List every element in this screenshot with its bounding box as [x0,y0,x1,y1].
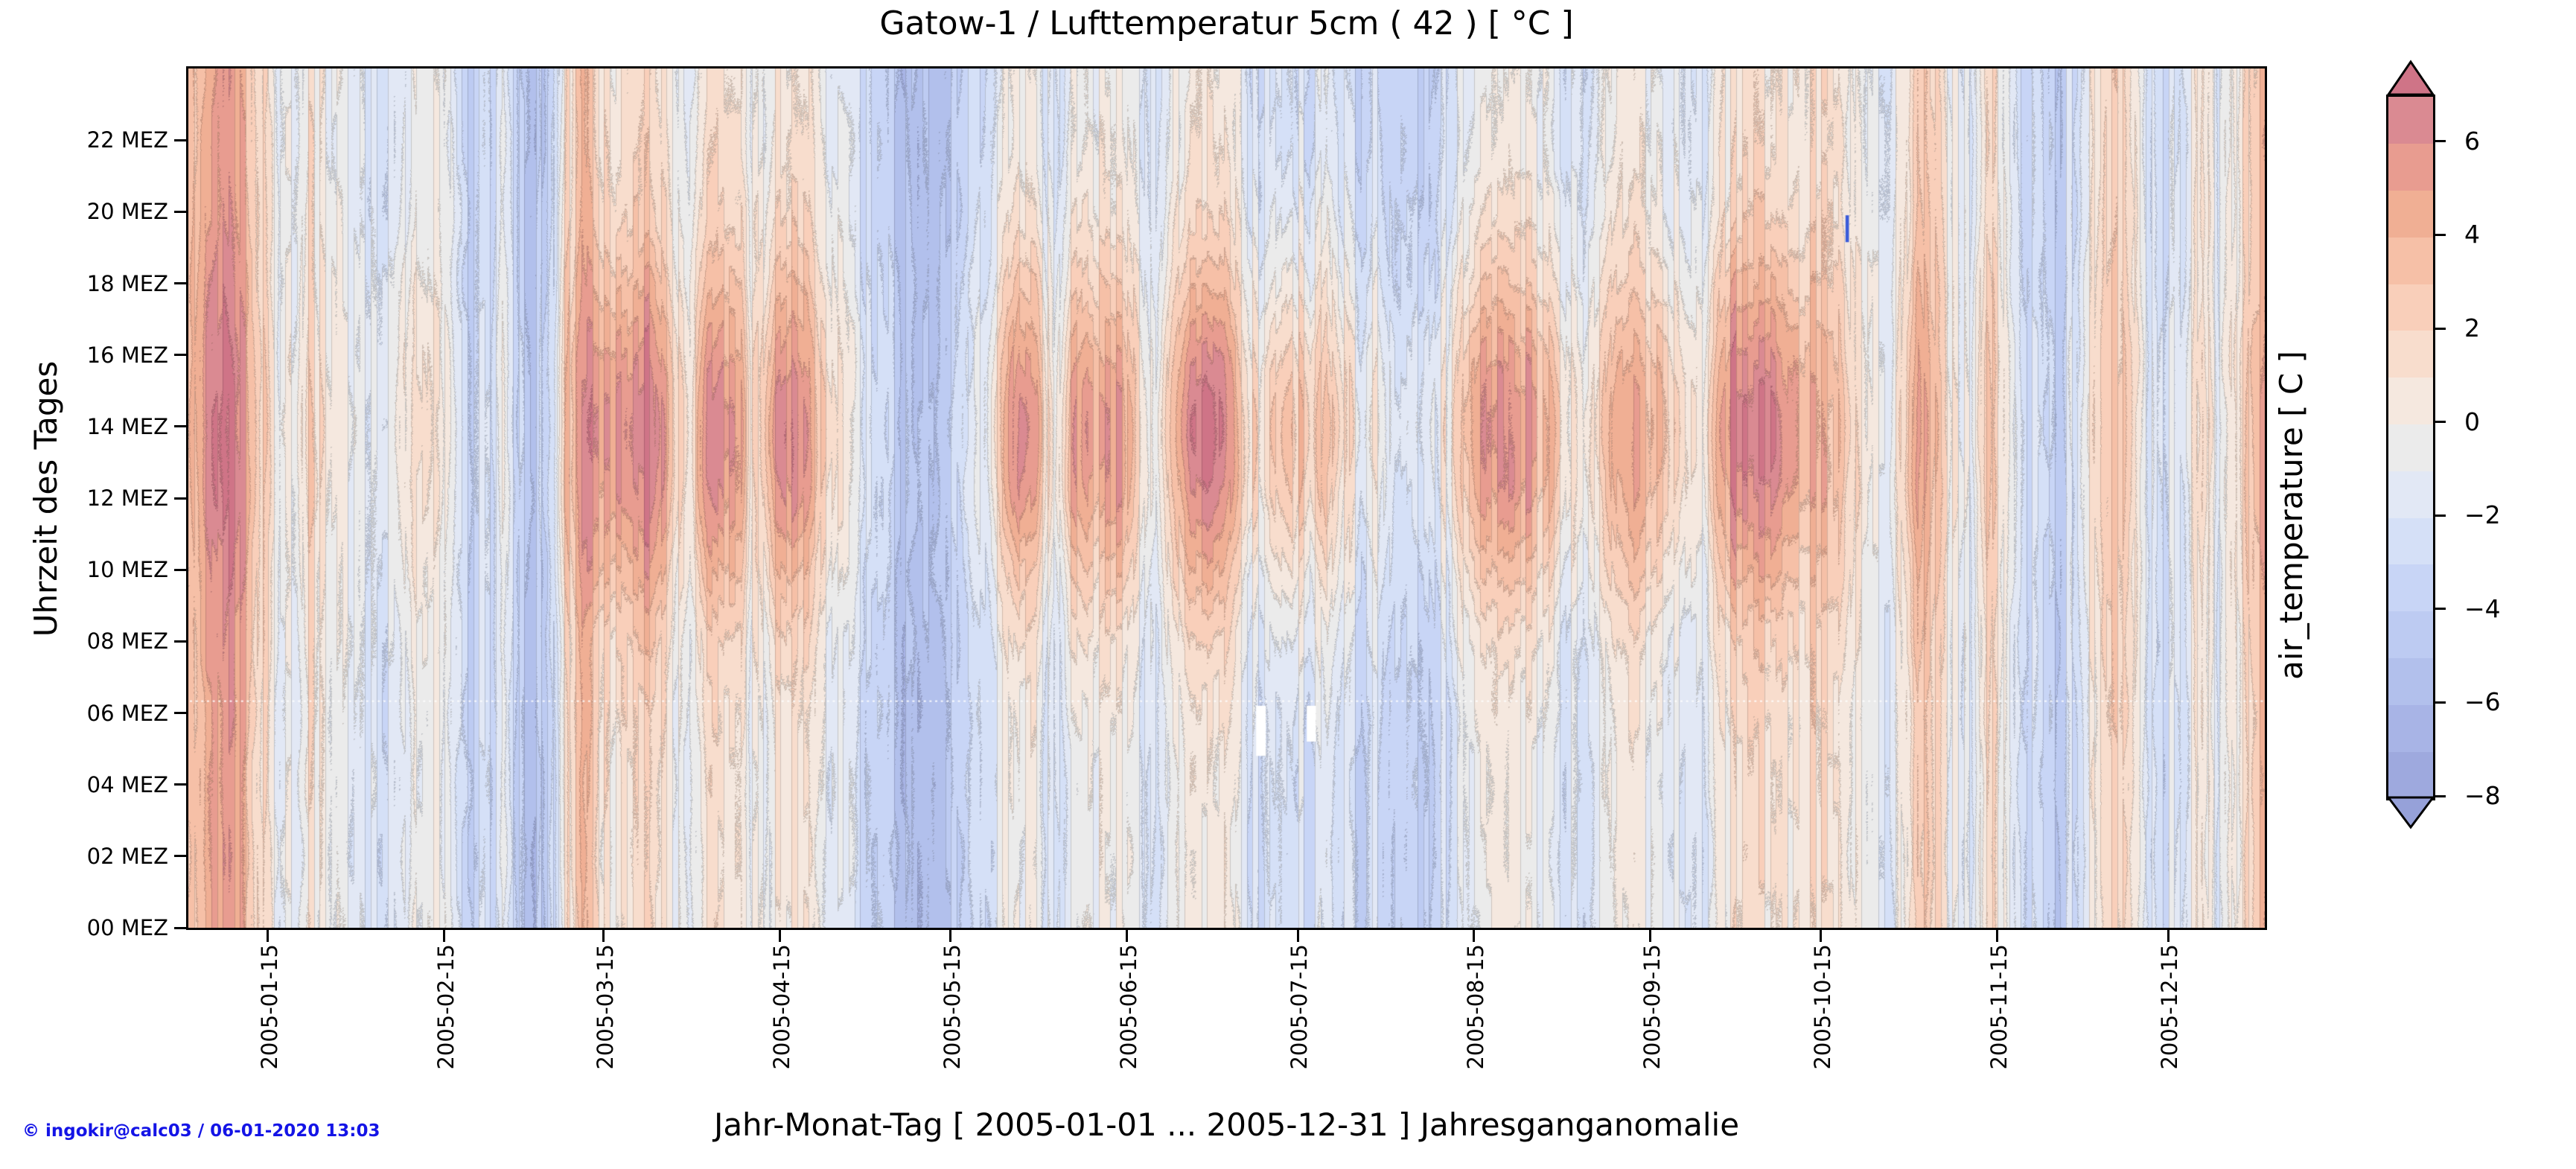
colorbar-tick-mark [2433,140,2446,143]
colorbar-label: air_temperature [ C ] [2273,351,2309,680]
y-tick-label: 16 MEZ [86,342,168,368]
colorbar-tick-label: −8 [2464,781,2501,810]
y-tick-label: 08 MEZ [86,628,168,654]
x-tick-mark [1296,930,1299,942]
colorbar-tick-mark [2433,327,2446,330]
y-tick-mark [174,568,186,571]
colorbar-segment [2388,97,2433,144]
y-tick-mark [174,210,186,213]
colorbar-over-arrow [2386,60,2435,96]
copyright-stamp: © ingokir@calc03 / 06-01-2020 13:03 [22,1121,380,1141]
y-tick-mark [174,282,186,284]
y-tick-label: 12 MEZ [86,485,168,511]
colorbar-segment [2388,657,2433,705]
colorbar-tick-label: −4 [2464,593,2501,623]
x-tick-label: 2005-03-15 [592,944,618,1070]
colorbar-segment [2388,611,2433,659]
plot-area-frame [186,66,2267,930]
y-tick-mark [174,425,186,428]
x-tick-mark [602,930,605,942]
x-tick-mark [779,930,782,942]
x-tick-label: 2005-01-15 [256,944,282,1070]
colorbar-tick-mark [2433,608,2446,611]
colorbar-segment [2388,143,2433,191]
colorbar-tick-mark [2433,233,2446,236]
colorbar-segment [2388,237,2433,284]
x-axis-label: Jahr-Monat-Tag [ 2005-01-01 ... 2005-12-… [713,1106,1740,1143]
x-tick-label: 2005-12-15 [2157,944,2183,1070]
x-tick-label: 2005-11-15 [1986,944,2012,1070]
x-tick-mark [1996,930,1999,942]
colorbar-tick-mark [2433,421,2446,424]
colorbar-segment [2388,424,2433,471]
colorbar-tick-label: 2 [2464,313,2480,343]
colorbar-segment [2388,751,2433,799]
x-tick-label: 2005-07-15 [1287,944,1312,1070]
x-tick-mark [1473,930,1476,942]
x-tick-label: 2005-09-15 [1639,944,1665,1070]
x-tick-label: 2005-06-15 [1115,944,1141,1070]
colorbar-tick-label: 6 [2464,126,2480,156]
colorbar-tick-mark [2433,794,2446,797]
y-tick-mark [174,640,186,643]
x-tick-label: 2005-05-15 [939,944,965,1070]
y-tick-label: 14 MEZ [86,413,168,439]
x-tick-mark [1820,930,1823,942]
y-tick-label: 20 MEZ [86,199,168,225]
x-tick-mark [1649,930,1652,942]
heatmap-canvas [188,69,2265,928]
colorbar-bar [2386,95,2435,800]
x-tick-mark [267,930,270,942]
colorbar-segment [2388,331,2433,378]
y-tick-label: 10 MEZ [86,557,168,583]
x-tick-mark [1126,930,1129,942]
y-tick-mark [174,497,186,500]
y-tick-label: 22 MEZ [86,127,168,153]
y-tick-label: 00 MEZ [86,915,168,940]
colorbar-tick-mark [2433,514,2446,517]
y-tick-mark [174,712,186,714]
x-tick-label: 2005-02-15 [433,944,459,1070]
colorbar-under-arrow [2386,796,2435,829]
x-tick-mark [443,930,446,942]
y-tick-mark [174,138,186,141]
y-tick-label: 04 MEZ [86,771,168,797]
y-tick-label: 06 MEZ [86,700,168,726]
colorbar-tick-label: 4 [2464,220,2480,249]
chart-title: Gatow-1 / Lufttemperatur 5cm ( 42 ) [ °C… [879,4,1574,42]
x-tick-label: 2005-10-15 [1809,944,1835,1070]
y-tick-label: 02 MEZ [86,843,168,869]
colorbar-segment [2388,471,2433,518]
colorbar-segment [2388,704,2433,752]
colorbar-segment [2388,284,2433,331]
colorbar-segment [2388,377,2433,425]
y-tick-label: 18 MEZ [86,270,168,296]
colorbar-tick-label: 0 [2464,407,2480,436]
colorbar-segment [2388,564,2433,612]
y-tick-mark [174,855,186,858]
x-tick-mark [2167,930,2169,942]
colorbar-tick-label: −2 [2464,500,2501,530]
x-tick-label: 2005-08-15 [1462,944,1488,1070]
colorbar-tick-mark [2433,701,2446,704]
colorbar-segment [2388,517,2433,565]
y-tick-mark [174,354,186,357]
x-tick-mark [949,930,952,942]
colorbar-tick-label: −6 [2464,687,2501,717]
y-tick-mark [174,783,186,786]
x-tick-label: 2005-04-15 [768,944,794,1070]
colorbar-segment [2388,190,2433,238]
y-tick-mark [174,926,186,929]
